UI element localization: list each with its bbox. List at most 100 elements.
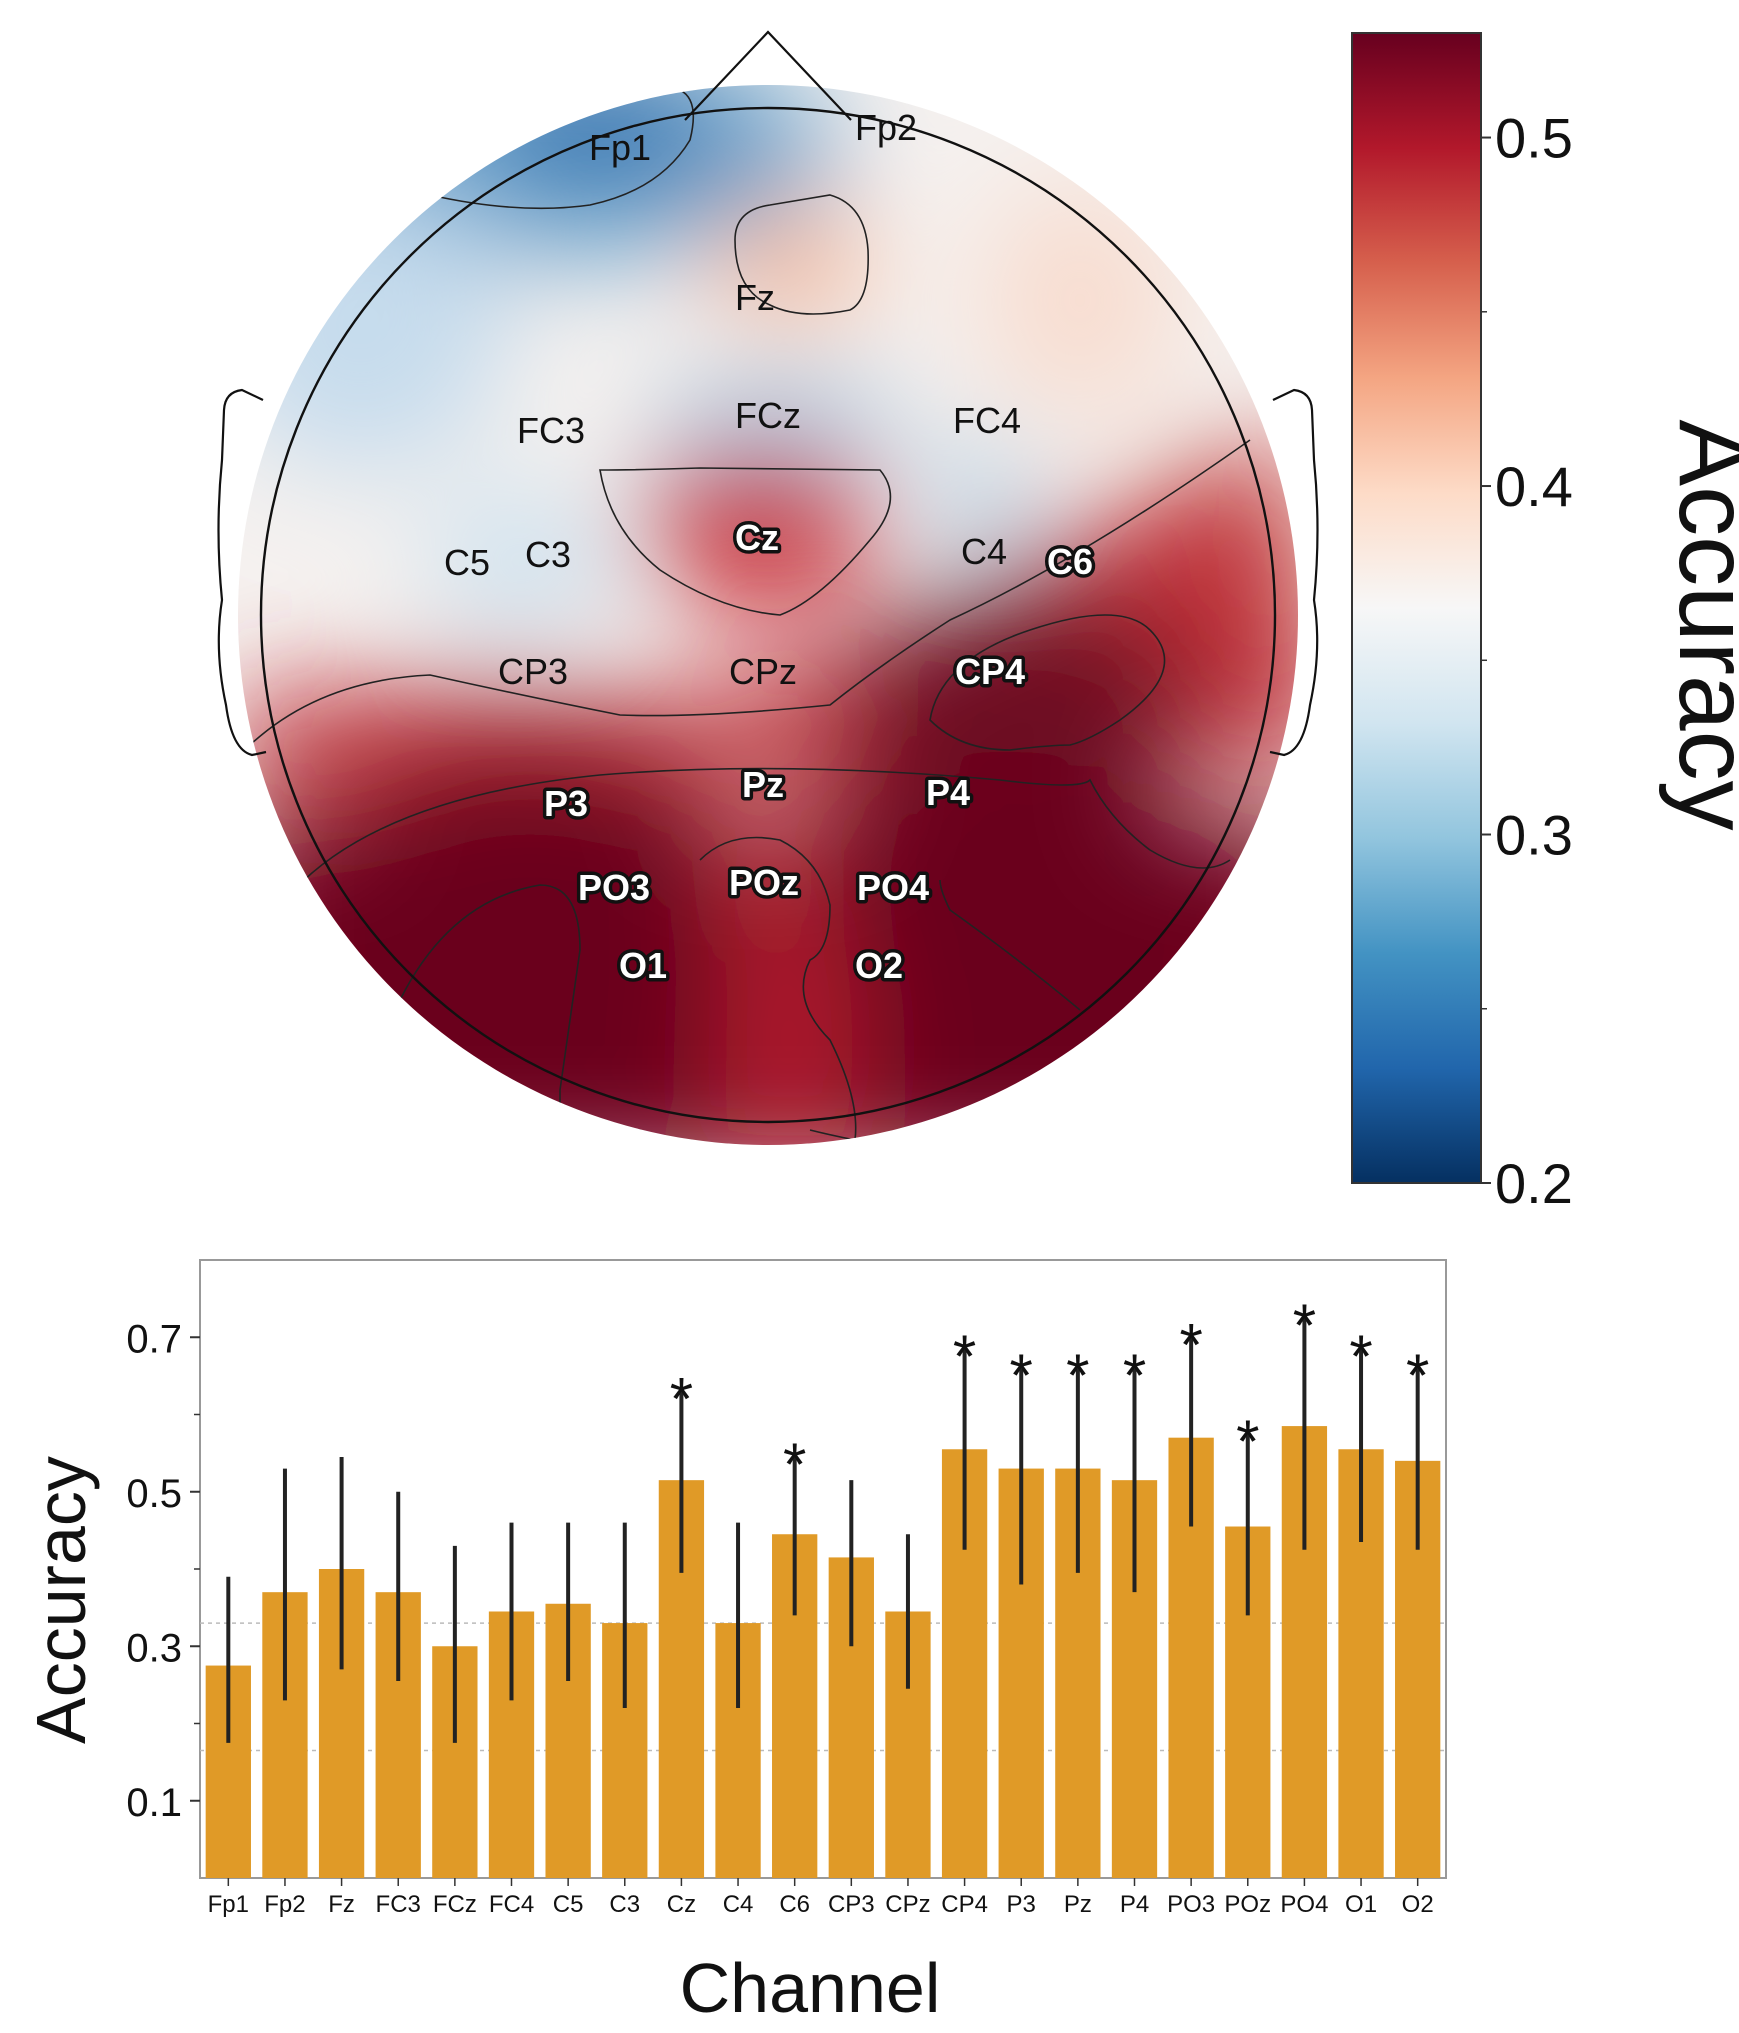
electrode-Fp2: Fp2 xyxy=(855,107,917,148)
significance-star-P4: * xyxy=(1123,1342,1146,1409)
electrode-C6: C6 xyxy=(1047,541,1093,582)
electrode-Pz: Pz xyxy=(742,764,784,805)
x-tick-label-C3: C3 xyxy=(609,1891,640,1918)
blob-p3-dark xyxy=(270,750,790,1145)
contour-cp4 xyxy=(929,614,1166,751)
bar-chart: *** * * * *** * * 0.10.30.50.7 Fp1 Fp2 Fz FC3 FCz F… xyxy=(22,1259,1447,2027)
x-tick-label-Fp1: Fp1 xyxy=(208,1891,249,1918)
colorbar-tick-label: 0.3 xyxy=(1495,804,1573,867)
electrode-FCz: FCz xyxy=(735,395,801,436)
blob-cp4-dark xyxy=(840,590,1200,810)
y-tick-label: 0.5 xyxy=(126,1472,182,1516)
electrode-FC3: FC3 xyxy=(517,410,585,451)
y-tick-label: 0.3 xyxy=(126,1626,182,1670)
x-axis-ticks: Fp1 Fp2 Fz FC3 FCz FC4 C5 C3 Cz C4 C6 CP3 CPz CP4 P3 Pz… xyxy=(208,1878,1434,1918)
x-tick-label-C4: C4 xyxy=(723,1891,754,1918)
significance-star-O1: * xyxy=(1349,1323,1372,1390)
blob-right-frontal-peach xyxy=(980,180,1180,420)
x-tick-label-FCz: FCz xyxy=(433,1891,477,1918)
electrode-P3: P3 xyxy=(544,783,588,824)
blob-fcz-blue xyxy=(645,375,905,465)
significance-star-Pz: * xyxy=(1066,1342,1089,1409)
x-tick-label-Cz: Cz xyxy=(667,1891,696,1918)
x-tick-label-PO3: PO3 xyxy=(1167,1891,1215,1918)
electrode-CP3: CP3 xyxy=(498,651,568,692)
contour-o1-left xyxy=(399,884,581,1140)
topomap-contours xyxy=(249,89,1251,1141)
x-tick-label-CP4: CP4 xyxy=(941,1891,988,1918)
y-tick-label: 0.7 xyxy=(126,1317,182,1361)
significance-star-P3: * xyxy=(1010,1342,1033,1409)
x-tick-label-C5: C5 xyxy=(553,1891,584,1918)
electrode-C3: C3 xyxy=(525,534,571,575)
electrode-C5: C5 xyxy=(444,542,490,583)
left-ear-outline xyxy=(217,388,267,757)
colorbar-title: Accuracy xyxy=(1658,419,1739,830)
significance-stars: * * * * * * * * * * * xyxy=(670,1292,1430,1498)
significance-star-C6: * xyxy=(783,1431,806,1498)
x-axis-title: Channel xyxy=(680,1949,941,2027)
y-axis-ticks: 0.1 0.3 0.5 0.7 xyxy=(126,1317,200,1825)
x-tick-label-FC3: FC3 xyxy=(376,1891,421,1918)
colorbar-tick-label: 0.4 xyxy=(1495,455,1573,518)
electrode-CP4: CP4 xyxy=(955,651,1025,692)
blob-c4-blue xyxy=(935,440,1025,550)
blob-midline-red xyxy=(725,910,855,1145)
colorbar-tick-label: 0.5 xyxy=(1495,107,1573,170)
electrode-POz: POz xyxy=(729,862,799,903)
x-tick-label-CPz: CPz xyxy=(885,1891,930,1918)
x-tick-label-O2: O2 xyxy=(1402,1891,1434,1918)
head-outline xyxy=(259,106,1277,1124)
x-tick-label-FC4: FC4 xyxy=(489,1891,534,1918)
electrode-O2: O2 xyxy=(855,945,903,986)
electrode-labels: Fp1 Fp2 Fz FC3 FCz FC4 C5 C3 Cz C4 C6 CP… xyxy=(444,107,1097,990)
contour-band xyxy=(249,439,1251,746)
blob-poz-light xyxy=(718,835,818,925)
x-tick-label-P4: P4 xyxy=(1120,1891,1149,1918)
error-bars xyxy=(226,1317,1420,1743)
x-tick-label-Fz: Fz xyxy=(328,1891,355,1918)
colorbar-tick-label: 0.2 xyxy=(1495,1152,1573,1215)
significance-star-Cz: * xyxy=(670,1365,693,1432)
contour-posterior xyxy=(269,767,1231,921)
electrode-PO3: PO3 xyxy=(578,867,650,908)
colorbar: 0.2 0.3 0.4 0.5 Accuracy xyxy=(1351,32,1739,1215)
electrode-CPz: CPz xyxy=(729,651,797,692)
x-tick-label-PO4: PO4 xyxy=(1280,1891,1328,1918)
y-tick-label: 0.1 xyxy=(126,1781,182,1825)
electrode-Fp1: Fp1 xyxy=(589,127,651,168)
x-tick-label-C6: C6 xyxy=(779,1891,810,1918)
contour-o2-right xyxy=(939,879,1081,1011)
electrode-FC4: FC4 xyxy=(953,400,1021,441)
x-tick-label-Pz: Pz xyxy=(1064,1891,1092,1918)
blob-c3-blue xyxy=(420,490,620,630)
electrode-Fz: Fz xyxy=(735,277,775,318)
x-tick-label-POz: POz xyxy=(1224,1891,1271,1918)
electrode-C4: C4 xyxy=(961,531,1007,572)
topomap: Fp1 Fp2 Fz FC3 FCz FC4 C5 C3 Cz C4 C6 CP… xyxy=(217,30,1319,1145)
nose-outline xyxy=(684,30,852,121)
x-tick-label-CP3: CP3 xyxy=(828,1891,875,1918)
x-tick-label-Fp2: Fp2 xyxy=(264,1891,305,1918)
x-tick-label-P3: P3 xyxy=(1007,1891,1036,1918)
significance-star-CP4: * xyxy=(953,1323,976,1390)
contour-fp1 xyxy=(429,89,695,210)
blob-fz-salmon xyxy=(710,205,870,325)
electrode-P4: P4 xyxy=(926,772,970,813)
blob-cz-red xyxy=(640,450,880,610)
right-ear-outline xyxy=(1269,388,1319,757)
significance-star-O2: * xyxy=(1406,1342,1429,1409)
electrode-PO4: PO4 xyxy=(857,867,929,908)
contour-fz xyxy=(734,194,869,315)
topomap-interpolated-field xyxy=(238,85,1298,1145)
electrode-O1: O1 xyxy=(619,945,667,986)
y-axis-title: Accuracy xyxy=(22,1456,100,1744)
colorbar-gradient xyxy=(1351,32,1482,1184)
significance-star-PO4: * xyxy=(1293,1292,1316,1359)
significance-star-PO3: * xyxy=(1179,1311,1202,1378)
colorbar-ticks: 0.2 0.3 0.4 0.5 xyxy=(1481,107,1573,1215)
significance-star-POz: * xyxy=(1236,1408,1259,1475)
contour-poz xyxy=(699,836,857,1141)
x-tick-label-O1: O1 xyxy=(1345,1891,1377,1918)
